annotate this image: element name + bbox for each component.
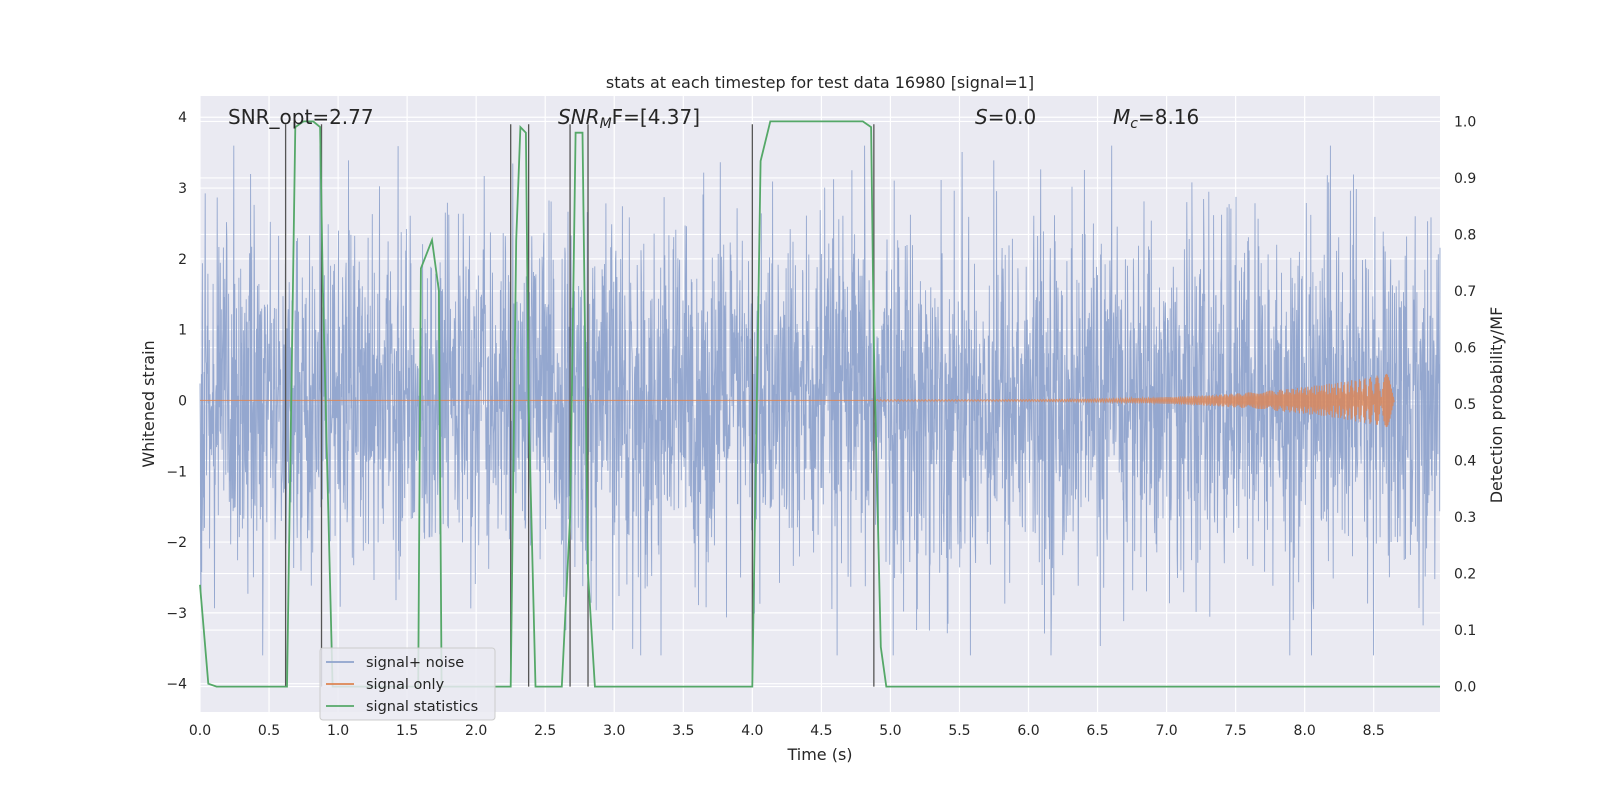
x-tick-label: 4.5 [810,723,832,739]
x-tick-label: 7.5 [1225,723,1247,739]
mc-subscript: c [1130,116,1138,132]
legend: signal+ noise signal only signal statist… [319,647,496,721]
x-tick-label: 8.5 [1363,723,1385,739]
x-tick-label: 6.5 [1086,723,1108,739]
x-tick-label: 5.0 [879,723,901,739]
legend-label-signal-only: signal only [366,677,445,693]
mc-annotation: Mc=8.16 [1113,105,1199,132]
x-tick-label: 2.5 [534,723,556,739]
y-tick-labels: 4 3 2 1 0 −1 −2 −3 −4 [166,110,187,692]
legend-box [319,647,496,721]
snr-mf-symbol: SNR [558,105,600,129]
y-tick-label: −2 [166,535,187,551]
y-axis-label: Whitened strain [139,340,158,467]
x-tick-label: 4.0 [741,723,763,739]
y2-tick-label: 0.9 [1454,171,1476,187]
snr-mf-value: F=[4.37] [612,105,700,129]
y2-tick-label: 0.4 [1454,454,1476,470]
snr-mf-annotation: SNRMF=[4.37] [558,105,700,132]
y-tick-label: −4 [166,677,187,693]
signal-only-series [200,373,1395,427]
y2-tick-label: 0.6 [1454,340,1476,356]
s-symbol: S [975,105,988,129]
y2-tick-label: 0.7 [1454,284,1476,300]
signal-only-trace [200,373,1395,427]
y-tick-label: 0 [178,393,187,409]
y-tick-label: 4 [178,110,187,126]
y2-tick-label: 1.0 [1454,114,1476,130]
y2-tick-label: 0.8 [1454,227,1476,243]
legend-label-signal-noise: signal+ noise [366,655,464,671]
s-value: =0.0 [988,105,1037,129]
y2-tick-label: 0.2 [1454,567,1476,583]
y-tick-label: 1 [178,323,187,339]
x-tick-label: 8.0 [1294,723,1316,739]
signal-statistics-trace [199,120,1440,688]
y2-axis-label: Detection probability/MF [1487,307,1506,504]
x-tick-label: 5.5 [948,723,970,739]
y2-tick-labels: 1.0 0.9 0.8 0.7 0.6 0.5 0.4 0.3 0.2 0.1 0.0 [1454,114,1476,695]
x-tick-label: 0.0 [189,723,211,739]
y-tick-label: −3 [166,606,187,622]
mc-value: =8.16 [1138,105,1199,129]
signal-statistics-series [199,120,1440,688]
x-tick-label: 3.0 [603,723,625,739]
x-tick-label: 2.0 [465,723,487,739]
chart-title: stats at each timestep for test data 169… [606,73,1034,92]
x-axis-label: Time (s) [786,745,852,764]
x-tick-label: 1.5 [396,723,418,739]
x-tick-labels: 0.0 0.5 1.0 1.5 2.0 2.5 3.0 3.5 4.0 4.5 5.0 5.5 6.0 6… [189,723,1385,739]
y-tick-label: −1 [166,464,187,480]
s-annotation: S=0.0 [975,105,1036,129]
signal-noise-series [199,145,1441,656]
snr-opt-annotation: SNR_opt=2.77 [228,105,374,129]
x-tick-label: 7.0 [1155,723,1177,739]
x-tick-label: 0.5 [258,723,280,739]
signal-noise-trace [199,145,1441,656]
mc-symbol: M [1113,105,1130,129]
y-tick-label: 3 [178,181,187,197]
legend-label-signal-statistics: signal statistics [366,699,478,715]
y2-tick-label: 0.3 [1454,510,1476,526]
y2-tick-label: 0.0 [1454,680,1476,696]
x-tick-label: 3.5 [672,723,694,739]
x-tick-label: 1.0 [327,723,349,739]
x-tick-label: 6.0 [1017,723,1039,739]
y2-tick-label: 0.5 [1454,397,1476,413]
y2-tick-label: 0.1 [1454,623,1476,639]
y-tick-label: 2 [178,252,187,268]
snr-mf-subscript: M [600,116,612,132]
